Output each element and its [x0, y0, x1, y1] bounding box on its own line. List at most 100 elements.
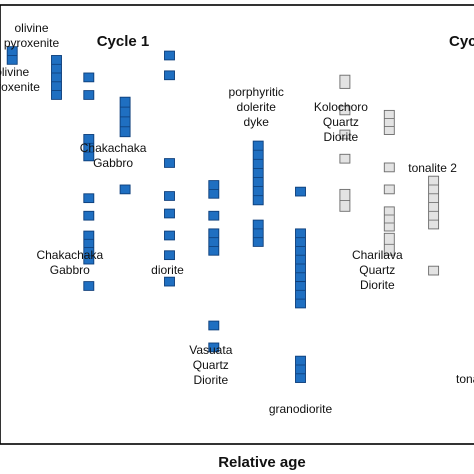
- series-label-line: Chakachaka: [36, 248, 103, 262]
- data-box: [208, 320, 220, 331]
- data-box-rect: [164, 276, 175, 287]
- data-box-rect: [428, 265, 440, 276]
- series-label: diorite: [151, 263, 184, 277]
- data-box: [6, 46, 18, 65]
- data-box-rect: [164, 50, 175, 61]
- data-box-rect: [83, 72, 95, 83]
- data-box: [164, 230, 175, 241]
- series-label-line: pyroxenite: [0, 80, 40, 94]
- series-label-line: Diorite: [193, 373, 228, 387]
- series-label: tonalite 2: [408, 161, 457, 175]
- annotation-tonalite-partial: tona: [456, 372, 474, 386]
- data-box: [383, 184, 395, 195]
- data-box: [295, 355, 306, 383]
- data-box: [252, 140, 264, 206]
- series-label-line: Vasuata: [189, 343, 232, 357]
- data-box-rect: [83, 134, 95, 162]
- data-box: [164, 191, 175, 201]
- data-box: [164, 250, 175, 261]
- data-box: [51, 55, 62, 100]
- series-label: granodiorite: [269, 402, 333, 416]
- series-label: Vasuata Quartz Diorite: [189, 343, 232, 387]
- series-label-line: diorite: [151, 263, 184, 277]
- data-box: [208, 210, 220, 221]
- series-label-line: Diorite: [360, 278, 395, 292]
- data-box: [83, 193, 95, 204]
- data-box-rect: [164, 158, 175, 168]
- data-box-rect: [252, 140, 264, 206]
- series-label-line: granodiorite: [269, 402, 333, 416]
- data-box: [164, 276, 175, 287]
- series-label-line: Chakachaka: [80, 141, 147, 155]
- data-box: [83, 72, 95, 83]
- series-label-line: Charilava: [352, 248, 403, 262]
- data-box-rect: [164, 250, 175, 261]
- data-box-rect: [208, 210, 220, 221]
- data-box-rect: [208, 320, 220, 331]
- data-box: [83, 134, 95, 162]
- data-box-rect: [295, 186, 306, 197]
- series-label: porphyritic dolerite dyke: [229, 85, 284, 129]
- data-box-rect: [164, 208, 175, 219]
- data-box-rect: [383, 162, 395, 173]
- data-box: [295, 228, 306, 283]
- series-labels: olivinepyroxeniteolivinepyroxeniteChakac…: [0, 21, 457, 416]
- data-box: [164, 208, 175, 219]
- data-box-rect: [339, 74, 351, 89]
- data-box: [119, 184, 131, 195]
- data-box: [339, 74, 351, 89]
- data-box: [339, 129, 351, 140]
- series-label-line: Kolochoro: [314, 100, 368, 114]
- data-box: [339, 188, 351, 212]
- data-box-rect: [208, 342, 220, 353]
- data-box: [383, 109, 395, 135]
- data-box-rect: [83, 90, 95, 100]
- data-box: [83, 230, 95, 265]
- data-box: [252, 219, 264, 247]
- data-box-rect: [339, 105, 351, 116]
- annotation-cycle-1: Cycle 1: [97, 33, 150, 50]
- data-box-rect: [383, 184, 395, 195]
- data-box-rect: [164, 191, 175, 201]
- data-box: [83, 90, 95, 100]
- series-label-line: dyke: [244, 115, 270, 129]
- data-box-rect: [83, 193, 95, 204]
- data-box: [164, 50, 175, 61]
- data-box-rect: [252, 219, 264, 247]
- series-label-line: Gabbro: [93, 156, 133, 170]
- data-box: [383, 232, 395, 256]
- data-box: [83, 210, 95, 221]
- data-box-rect: [339, 153, 351, 164]
- series-label-line: olivine: [14, 21, 48, 35]
- data-box: [295, 281, 306, 309]
- data-box-rect: [295, 355, 306, 383]
- data-box-rect: [119, 184, 131, 195]
- series-label: Chakachaka Gabbro: [80, 141, 147, 170]
- x-axis-label: Relative age: [218, 454, 306, 471]
- data-box: [339, 105, 351, 116]
- data-box-rect: [383, 206, 395, 232]
- data-box-rect: [339, 129, 351, 140]
- data-box: [339, 153, 351, 164]
- data-box: [428, 175, 440, 230]
- data-box: [119, 96, 131, 138]
- plot-frame: [0, 4, 474, 445]
- series-label-line: Quartz: [323, 115, 359, 129]
- series-label-line: pyroxenite: [4, 36, 60, 50]
- series-label-line: Gabbro: [50, 263, 90, 277]
- data-box-rect: [208, 228, 220, 256]
- data-box: [83, 281, 95, 291]
- data-box: [295, 186, 306, 197]
- series-label: Chakachaka Gabbro: [36, 248, 103, 277]
- data-box-rect: [83, 210, 95, 221]
- data-box: [383, 206, 395, 232]
- series-label: Charilava Quartz Diorite: [352, 248, 403, 292]
- data-marks: [6, 46, 440, 383]
- data-box: [164, 70, 175, 81]
- series-label-line: olivine: [0, 65, 30, 79]
- data-box: [383, 162, 395, 173]
- data-box: [164, 158, 175, 168]
- data-box-rect: [295, 281, 306, 309]
